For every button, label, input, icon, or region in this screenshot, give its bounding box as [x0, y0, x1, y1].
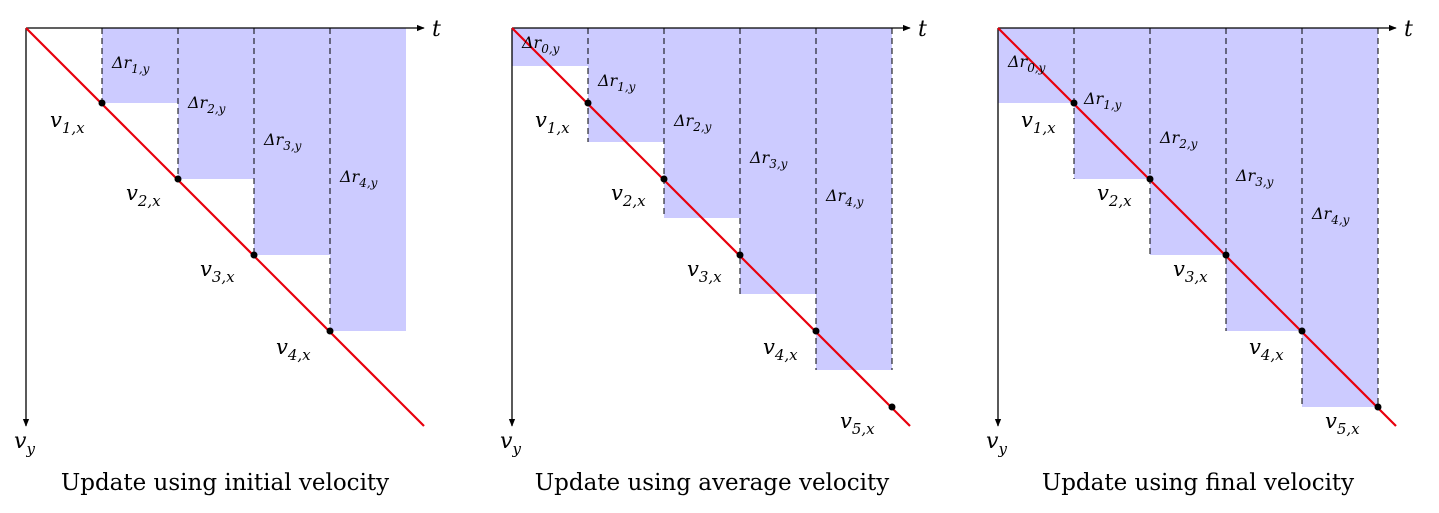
- point-label-v2: v2,x: [126, 181, 161, 210]
- point-label-v5: v5,x: [840, 409, 875, 438]
- point-label-v4: v4,x: [1249, 335, 1284, 364]
- panel-initial-velocity: t vy Δr1,y Δr2,y Δr3,y Δr4,y v1,x v2,x v…: [14, 17, 441, 496]
- bar-dr-3: [254, 28, 330, 255]
- point-v3: [1222, 251, 1230, 259]
- panel-caption: Update using average velocity: [535, 470, 889, 496]
- vy-axis-label: vy: [986, 429, 1007, 458]
- bar-label-dr-2: Δr2,y: [673, 111, 712, 134]
- velocity-line: [997, 27, 1397, 427]
- point-label-v1: v1,x: [50, 108, 85, 137]
- point-v2: [660, 175, 668, 183]
- point-label-v1: v1,x: [1021, 108, 1056, 137]
- t-axis-label: t: [432, 17, 441, 42]
- bar-label-dr-1: Δr1,y: [1083, 89, 1122, 112]
- bar-label-dr-3: Δr3,y: [749, 148, 788, 171]
- bar-label-dr-4: Δr4,y: [825, 186, 864, 209]
- velocity-line: [511, 27, 911, 427]
- point-v4: [326, 327, 334, 335]
- t-axis-label: t: [1404, 17, 1413, 42]
- point-label-v3: v3,x: [1173, 257, 1208, 286]
- bar-label-dr-1: Δr1,y: [597, 71, 636, 94]
- t-axis-label: t: [918, 17, 927, 42]
- point-label-v5: v5,x: [1325, 409, 1360, 438]
- point-label-v3: v3,x: [687, 257, 722, 286]
- velocity-line: [25, 27, 425, 427]
- bar-dr-4: [330, 28, 406, 331]
- panel-average-velocity: t vy Δr0,y Δr1,y Δr2,y Δr3,y Δr4,y v1,x …: [500, 17, 927, 496]
- bar-label-dr-1: Δr1,y: [111, 53, 150, 76]
- point-v2: [174, 175, 182, 183]
- point-v1: [584, 99, 592, 107]
- bar-label-dr-0: Δr0,y: [1007, 52, 1046, 75]
- bar-label-dr-2: Δr2,y: [1159, 128, 1198, 151]
- bar-dr-2: [664, 28, 740, 218]
- vy-axis-label: vy: [500, 429, 521, 458]
- point-label-v3: v3,x: [200, 257, 235, 286]
- bar-label-dr-2: Δr2,y: [187, 93, 226, 116]
- point-label-v2: v2,x: [1097, 181, 1132, 210]
- point-v1: [1070, 99, 1078, 107]
- panel-final-velocity: t vy Δr0,y Δr1,y Δr2,y Δr3,y Δr4,y v1,x …: [986, 17, 1413, 496]
- point-label-v1: v1,x: [535, 108, 570, 137]
- bar-label-dr-3: Δr3,y: [263, 130, 302, 153]
- bar-dr-1: [588, 28, 664, 142]
- bar-dr-3: [740, 28, 816, 294]
- panel-caption: Update using final velocity: [1042, 470, 1354, 496]
- point-v5: [888, 403, 896, 411]
- point-label-v2: v2,x: [611, 181, 646, 210]
- point-v2: [1146, 175, 1154, 183]
- bar-dr-3: [1226, 28, 1302, 331]
- bar-dr-1: [102, 28, 178, 103]
- bar-dr-4: [816, 28, 892, 370]
- point-v3: [736, 251, 744, 259]
- bar-label-dr-0: Δr0,y: [521, 33, 560, 56]
- bar-label-dr-4: Δr4,y: [1311, 204, 1350, 227]
- point-v4: [1298, 327, 1306, 335]
- point-label-v4: v4,x: [763, 335, 798, 364]
- panel-caption: Update using initial velocity: [61, 470, 389, 496]
- point-label-v4: v4,x: [276, 335, 311, 364]
- bar-dr-1: [1074, 28, 1150, 179]
- point-v3: [250, 251, 258, 259]
- point-v5: [1374, 403, 1382, 411]
- vy-axis-label: vy: [14, 429, 35, 458]
- bar-label-dr-4: Δr4,y: [339, 167, 378, 190]
- point-v4: [812, 327, 820, 335]
- bar-label-dr-3: Δr3,y: [1235, 166, 1274, 189]
- bar-dr-2: [178, 28, 254, 179]
- bar-dr-0: [512, 28, 588, 66]
- point-v1: [98, 99, 106, 107]
